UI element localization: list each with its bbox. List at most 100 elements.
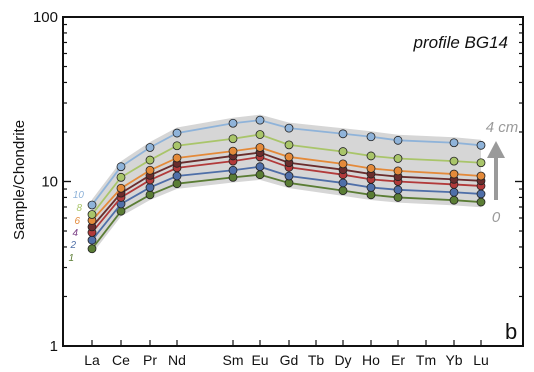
series-label-4: 4 xyxy=(72,228,78,239)
series-10-point-Nd xyxy=(172,128,182,138)
series-8-point-Nd xyxy=(172,141,182,151)
series-10-point-Er xyxy=(393,135,403,145)
series-6 xyxy=(87,143,486,225)
series-1-point-Ho xyxy=(366,190,376,200)
series-8-line xyxy=(91,133,482,216)
series-2-point-Nd xyxy=(172,171,182,181)
series-1 xyxy=(87,170,486,254)
series-8-point-Sm xyxy=(228,134,238,144)
series-2-point-Yb xyxy=(449,187,459,197)
series-2-line xyxy=(91,165,482,241)
series-1-point-Er xyxy=(393,193,403,202)
series-10-point-Eu xyxy=(255,115,265,125)
series-2-point-Sm xyxy=(228,165,238,175)
x-tick-label-Er: Er xyxy=(391,352,405,368)
series-6-point-Nd xyxy=(172,153,182,163)
series-6-point-Pr xyxy=(145,165,155,175)
extra-series-1-line xyxy=(91,156,482,234)
x-tick-label-La: La xyxy=(84,352,100,368)
series-6-point-Sm xyxy=(228,146,238,156)
ticks-layer xyxy=(63,16,523,347)
series-2-point-Er xyxy=(393,185,403,195)
series-2-point-Lu xyxy=(476,189,486,199)
series-1-line xyxy=(91,173,482,250)
x-tick-label-Pr: Pr xyxy=(143,352,157,368)
series-8-point-Er xyxy=(393,154,403,163)
series-label-6: 6 xyxy=(74,216,80,227)
x-tick-label-Gd: Gd xyxy=(280,352,299,368)
series-6-point-Yb xyxy=(449,169,459,179)
series-label-2: 2 xyxy=(69,240,76,251)
series-8-point-Lu xyxy=(476,158,486,168)
series-8-point-Gd xyxy=(284,140,294,150)
series-10-point-Yb xyxy=(449,138,459,148)
series-2-point-Ho xyxy=(366,183,376,192)
y-tick-label-1: 1 xyxy=(50,338,58,355)
labels-layer: 1 10 100 La Ce Pr Nd Sm Eu Gd Tb Dy Ho Er Tm Yb Lu 10 8 642… xyxy=(33,9,489,368)
series-10-line xyxy=(91,119,482,206)
x-tick-label-Eu: Eu xyxy=(251,352,268,368)
chart-title: profile BG14 xyxy=(413,33,509,52)
panel-label: b xyxy=(505,319,517,344)
series-8-point-Pr xyxy=(145,155,155,165)
x-tick-label-Tm: Tm xyxy=(416,352,436,368)
series-8-point-Eu xyxy=(255,130,265,139)
series-10-point-Sm xyxy=(228,118,238,128)
series-10-point-Dy xyxy=(338,129,348,139)
series-6-point-Dy xyxy=(338,159,348,169)
series-8-point-Yb xyxy=(449,156,459,166)
series-8 xyxy=(87,130,486,219)
extra-series-2-line xyxy=(91,151,482,228)
x-tick-label-Ce: Ce xyxy=(112,352,130,368)
x-tick-label-Sm: Sm xyxy=(223,352,244,368)
series-6-point-Gd xyxy=(284,152,294,162)
series-1-point-Nd xyxy=(172,179,182,189)
x-tick-label-Nd: Nd xyxy=(168,352,186,368)
series-2-point-La xyxy=(87,235,97,245)
series-2-point-Dy xyxy=(338,178,348,188)
series-6-point-Er xyxy=(393,166,403,176)
series-10-point-Lu xyxy=(476,140,486,150)
series-2-point-Eu xyxy=(255,162,265,172)
series-layer xyxy=(87,115,486,254)
series-1-point-Pr xyxy=(145,190,155,200)
series-8-point-Dy xyxy=(338,147,348,156)
depth-arrow-bottom-label: 0 xyxy=(492,209,501,226)
series-2-point-Pr xyxy=(145,183,155,192)
x-tick-label-Lu: Lu xyxy=(473,352,489,368)
series-8-point-La xyxy=(87,210,97,219)
series-label-10: 10 xyxy=(73,190,85,201)
depth-arrow-head xyxy=(487,141,505,158)
depth-arrow: 4 cm 0 xyxy=(486,119,519,226)
series-6-point-Lu xyxy=(476,171,486,181)
series-6-point-Ho xyxy=(366,164,376,173)
series-1-point-Lu xyxy=(476,197,486,207)
series-10-point-Ce xyxy=(116,162,126,172)
series-10 xyxy=(87,115,486,210)
y-tick-label-100: 100 xyxy=(33,9,58,26)
y-axis-label: Sample/Chondrite xyxy=(11,120,28,240)
series-10-point-La xyxy=(87,200,97,210)
series-10-point-Pr xyxy=(145,143,155,152)
series-1-point-Dy xyxy=(338,186,348,196)
series-6-line xyxy=(91,146,482,222)
x-tick-label-Tb: Tb xyxy=(308,352,325,368)
series-1-point-La xyxy=(87,244,97,254)
depth-arrow-top-label: 4 cm xyxy=(486,119,519,136)
series-2-point-Gd xyxy=(284,171,294,181)
series-1-point-Eu xyxy=(255,170,265,180)
series-10-point-Ho xyxy=(366,132,376,142)
series-8-point-Ho xyxy=(366,151,376,161)
series-6-point-Eu xyxy=(255,143,265,152)
series-label-8: 8 xyxy=(76,203,82,214)
x-tick-label-Dy: Dy xyxy=(334,352,351,368)
y-tick-label-10: 10 xyxy=(41,174,58,191)
series-10-point-Gd xyxy=(284,123,294,133)
series-1-point-Yb xyxy=(449,195,459,205)
x-tick-label-Ho: Ho xyxy=(362,352,380,368)
x-tick-label-Yb: Yb xyxy=(445,352,462,368)
series-8-point-Ce xyxy=(116,172,126,182)
series-label-1: 1 xyxy=(68,253,74,264)
series-6-point-Ce xyxy=(116,183,126,193)
